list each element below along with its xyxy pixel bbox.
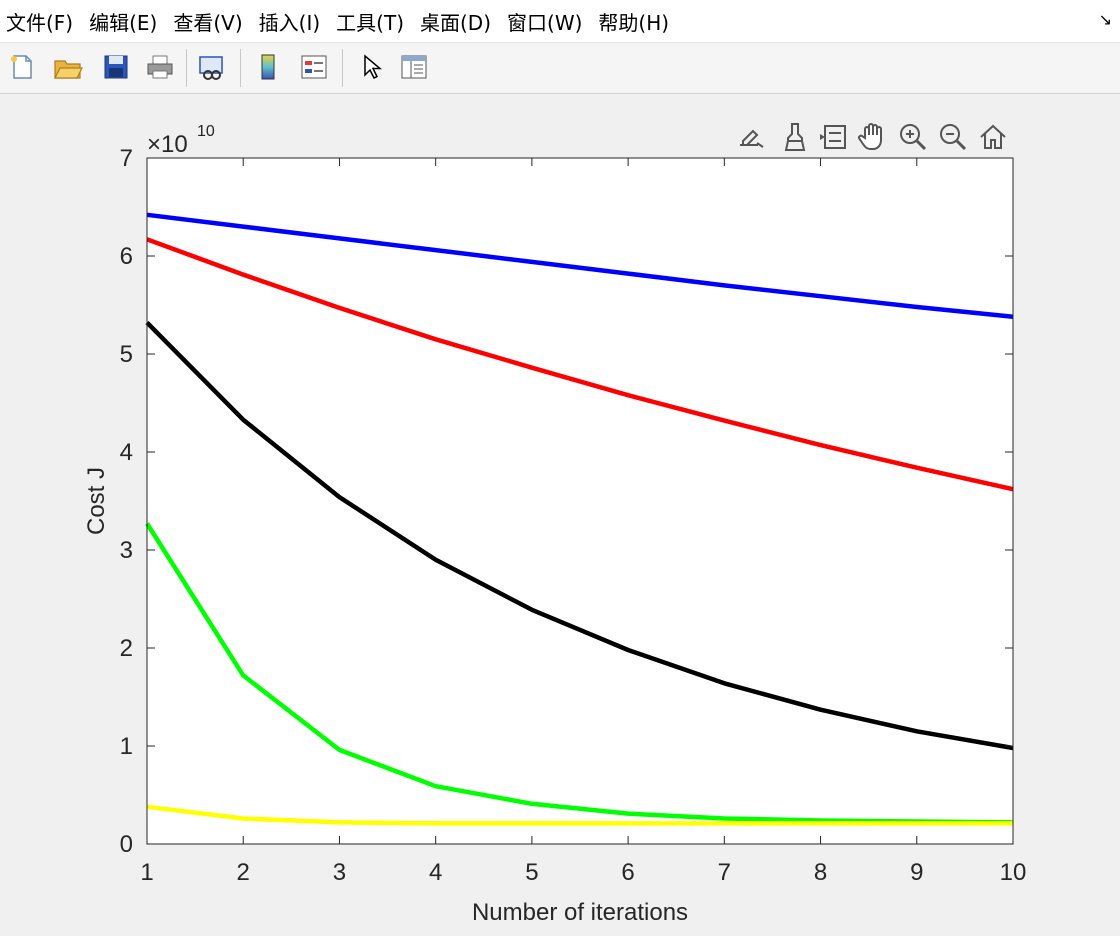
x-tick-label: 6 bbox=[621, 859, 634, 886]
x-tick-label: 3 bbox=[333, 859, 346, 886]
toolbar-separator bbox=[240, 49, 241, 87]
link-plot-icon[interactable] bbox=[196, 51, 228, 83]
new-figure-icon[interactable] bbox=[6, 51, 38, 83]
menu-insert[interactable]: 插入(I) bbox=[258, 10, 321, 35]
x-tick-label: 7 bbox=[718, 859, 731, 886]
axes-background bbox=[147, 158, 1013, 844]
y-tick-label: 1 bbox=[120, 733, 133, 760]
colorbar-icon[interactable] bbox=[252, 51, 284, 83]
print-icon[interactable] bbox=[144, 51, 176, 83]
y-tick-label: 2 bbox=[120, 635, 133, 662]
menu-view[interactable]: 查看(V) bbox=[173, 10, 243, 35]
x-tick-label: 2 bbox=[237, 859, 250, 886]
x-tick-label: 5 bbox=[525, 859, 538, 886]
figure-canvas: 1 2 3 4 5 6 7 8 9 10 0 1 2 3 4 5 6 7 ×10 10 Number of ite… bbox=[0, 94, 1120, 936]
brush-icon[interactable] bbox=[778, 120, 812, 154]
menu-window[interactable]: 窗口(W) bbox=[507, 10, 583, 35]
x-tick-label: 1 bbox=[140, 859, 153, 886]
series-line-2 bbox=[146, 237, 1014, 492]
select-arrow-icon[interactable] bbox=[354, 51, 386, 83]
y-tick-label: 0 bbox=[120, 831, 133, 858]
x-tick-label: 10 bbox=[1000, 859, 1027, 886]
series-line-3 bbox=[145, 321, 1014, 751]
y-tick-label: 5 bbox=[120, 341, 133, 368]
menu-file[interactable]: 文件(F) bbox=[6, 10, 74, 35]
legend-icon[interactable] bbox=[298, 51, 330, 83]
dock-figure-icon[interactable]: ↘ bbox=[1098, 10, 1112, 29]
y-tick-label: 7 bbox=[120, 145, 133, 172]
x-axis-label: Number of iterations bbox=[472, 899, 688, 926]
open-file-icon[interactable] bbox=[52, 51, 84, 83]
y-tick-label: 4 bbox=[120, 439, 133, 466]
axes-frame bbox=[146, 157, 1014, 845]
menu-edit[interactable]: 编辑(E) bbox=[89, 10, 158, 35]
series-line-4 bbox=[145, 522, 1014, 825]
toolbar-separator bbox=[342, 49, 343, 87]
toolbar-separator bbox=[186, 49, 187, 87]
y-tick-label: 3 bbox=[120, 537, 133, 564]
series-line-5 bbox=[146, 804, 1013, 826]
zoom-out-icon[interactable] bbox=[936, 120, 970, 154]
menu-tools[interactable]: 工具(T) bbox=[336, 10, 404, 35]
y-tick-label: 6 bbox=[120, 243, 133, 270]
pan-hand-icon[interactable] bbox=[856, 120, 890, 154]
restore-home-icon[interactable] bbox=[976, 120, 1010, 154]
export-icon[interactable] bbox=[734, 120, 768, 154]
save-icon[interactable] bbox=[100, 51, 132, 83]
series-line-1 bbox=[146, 212, 1014, 320]
y-axis-label: Cost J bbox=[83, 467, 110, 535]
data-tips-icon[interactable] bbox=[816, 120, 850, 154]
figure-toolbar bbox=[0, 43, 1120, 94]
x-tick-label: 8 bbox=[814, 859, 827, 886]
x-tick-label: 4 bbox=[429, 859, 442, 886]
menu-bar: 文件(F) 编辑(E) 查看(V) 插入(I) 工具(T) 桌面(D) 窗口(W) 帮助(H)… bbox=[0, 0, 1120, 43]
y-exponent-power: 10 bbox=[197, 123, 215, 140]
y-exponent-label: ×10 bbox=[147, 131, 188, 158]
menu-desktop[interactable]: 桌面(D) bbox=[420, 10, 492, 35]
zoom-in-icon[interactable] bbox=[896, 120, 930, 154]
menu-help[interactable]: 帮助(H) bbox=[598, 10, 670, 35]
property-inspector-icon[interactable] bbox=[398, 51, 430, 83]
x-tick-label: 9 bbox=[910, 859, 923, 886]
